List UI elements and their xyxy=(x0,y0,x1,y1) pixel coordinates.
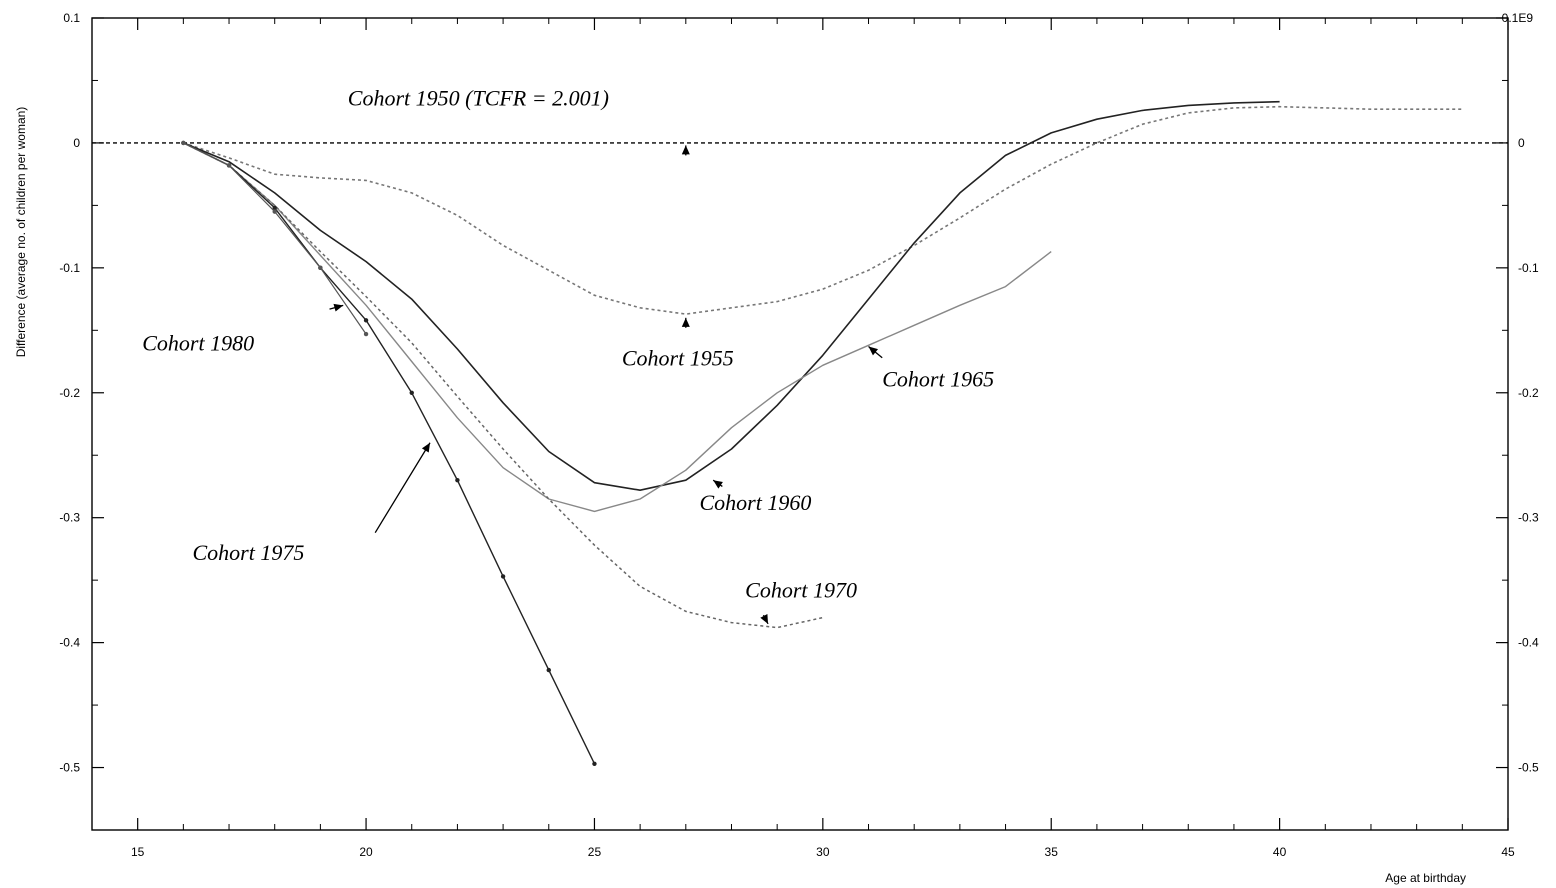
annotation-arrowhead xyxy=(713,480,723,489)
arrow-layer xyxy=(329,145,883,625)
y-tick-label-left: -0.4 xyxy=(59,636,80,650)
annotation-label: Cohort 1970 xyxy=(745,578,857,603)
x-tick-label: 20 xyxy=(359,845,373,859)
tick-labels: 15 20 25 30 35 40 45 0.1 0.1E9 0 0 -0.1 -0.1 -0.2 -0.2… xyxy=(59,11,1539,859)
x-tick-label: 40 xyxy=(1273,845,1287,859)
x-tick-label: 25 xyxy=(588,845,602,859)
annotation-layer: Cohort 1950 (TCFR = 2.001) Cohort 1955 Coh… xyxy=(142,85,994,602)
y-tick-label-right: 0.1E9 xyxy=(1502,11,1534,25)
annotation-label: Cohort 1965 xyxy=(882,367,994,392)
y-tick-label-right: -0.5 xyxy=(1518,761,1539,775)
x-tick-label: 15 xyxy=(131,845,145,859)
axis-ticks xyxy=(92,17,1509,831)
series-marker xyxy=(500,574,506,579)
y-tick-label-right: -0.2 xyxy=(1518,386,1539,400)
annotation-arrowhead xyxy=(868,346,879,356)
x-tick-label: 35 xyxy=(1045,845,1059,859)
series-line xyxy=(183,105,1463,315)
series-line xyxy=(183,142,823,629)
annotation-label: Cohort 1950 (TCFR = 2.001) xyxy=(348,85,609,110)
y-tick-label-right: -0.4 xyxy=(1518,636,1539,650)
annotation-label: Cohort 1960 xyxy=(700,490,812,515)
series-marker xyxy=(226,163,232,168)
y-tick-label-left: -0.2 xyxy=(59,386,80,400)
series-marker xyxy=(546,667,551,673)
series-marker xyxy=(363,318,369,323)
series-marker xyxy=(272,209,277,214)
annotation-arrow xyxy=(374,442,431,534)
annotation-label: Cohort 1955 xyxy=(622,345,734,370)
series-line xyxy=(183,100,1280,491)
y-tick-label-left: -0.5 xyxy=(59,761,80,775)
series-marker xyxy=(409,390,414,395)
plot-frame xyxy=(91,17,1509,831)
y-axis-title: Difference (average no. of children per … xyxy=(14,107,28,358)
annotation-label: Cohort 1980 xyxy=(142,330,254,355)
y-tick-label-left: 0 xyxy=(73,136,80,150)
annotation-label: Cohort 1975 xyxy=(192,540,304,565)
series-marker xyxy=(318,265,323,271)
series-marker xyxy=(181,140,186,146)
x-tick-label: 30 xyxy=(816,845,830,859)
y-tick-label-left: -0.1 xyxy=(59,261,80,275)
y-tick-label-right: -0.3 xyxy=(1518,511,1539,525)
annotation-arrowhead xyxy=(333,303,344,312)
y-tick-label-left: 0.1 xyxy=(63,11,80,25)
annotation-arrowhead xyxy=(421,442,431,453)
annotation-arrowhead xyxy=(760,614,769,624)
x-tick-label: 45 xyxy=(1501,845,1515,859)
series-marker xyxy=(592,761,597,766)
annotation-arrowhead xyxy=(681,145,690,155)
series-line xyxy=(183,142,596,765)
series-line xyxy=(183,142,1052,513)
y-tick-label-right: -0.1 xyxy=(1518,261,1539,275)
series-layer xyxy=(92,100,1508,766)
y-tick-label-left: -0.3 xyxy=(59,511,80,525)
series-marker xyxy=(455,478,460,483)
series-marker xyxy=(363,331,369,337)
x-axis-title: Age at birthday xyxy=(1385,871,1466,885)
y-tick-label-right: 0 xyxy=(1518,136,1525,150)
series-marker xyxy=(272,205,277,211)
annotation-arrowhead xyxy=(681,317,690,327)
